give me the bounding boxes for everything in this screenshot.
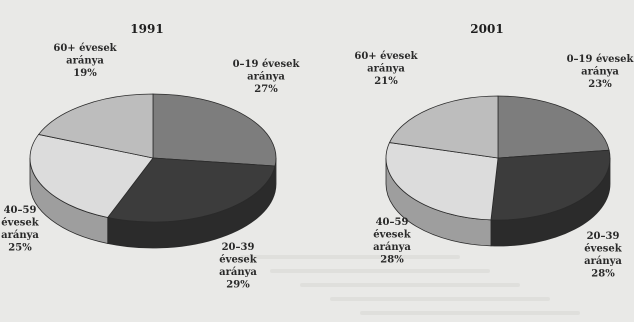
slice-label-2: 20–39 évesek aránya 28% <box>584 231 623 280</box>
background-texture <box>240 255 580 315</box>
chart-title: 1991 <box>130 22 163 36</box>
pie-slice-2 <box>490 149 611 221</box>
pie-slice-1 <box>497 95 610 159</box>
slice-label-4: 60+ évesek aránya 19% <box>53 43 117 79</box>
pie-slice-4 <box>37 93 154 159</box>
slice-label-2: 20–39 évesek aránya 29% <box>219 242 258 291</box>
pie-slice-4 <box>388 95 499 159</box>
chart-title: 2001 <box>470 22 503 36</box>
pie-slice-2 <box>107 157 276 223</box>
slice-label-3: 40–59 évesek aránya 25% <box>1 205 40 254</box>
slice-label-3: 40–59 évesek aránya 28% <box>373 217 412 266</box>
pie-slice-3 <box>29 133 154 218</box>
pie-chart-2001: 2001 0–19 évesek aránya 23% 20–39 évesek arány… <box>354 22 634 280</box>
pie-chart-1991: 1991 0–19 évesek aránya 27% 20–39 évesek arány… <box>1 22 300 291</box>
slice-label-1: 0–19 évesek aránya 27% <box>233 59 301 95</box>
slice-label-4: 60+ évesek aránya 21% <box>354 51 418 87</box>
pie-slice-3 <box>385 142 499 221</box>
pie-slice-1 <box>152 93 277 167</box>
slice-label-1: 0–19 évesek aránya 23% <box>567 54 634 90</box>
